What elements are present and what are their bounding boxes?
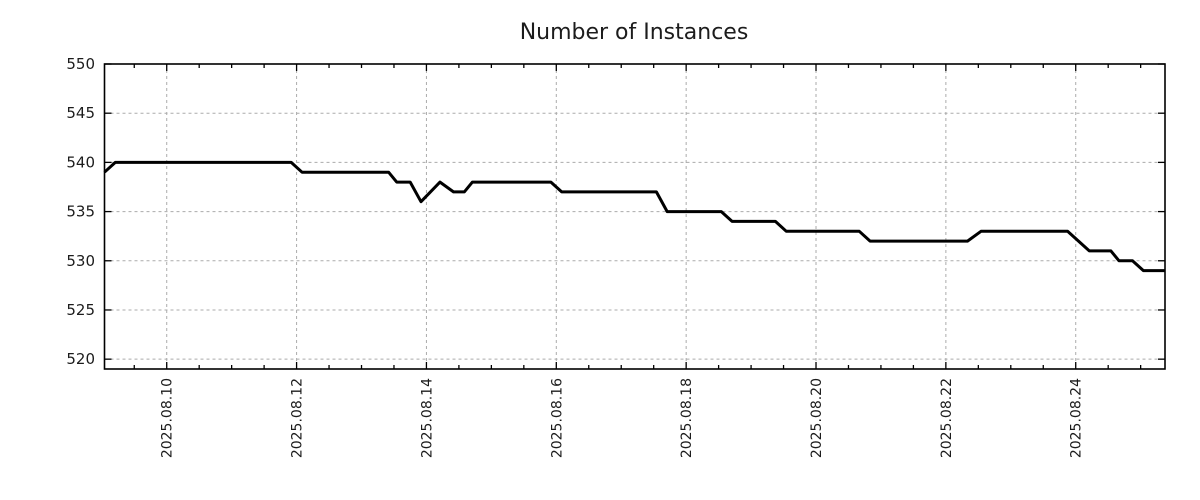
series-line-instances bbox=[103, 160, 1165, 273]
x-tick-label: 2025.08.22 bbox=[939, 378, 955, 458]
gridlines bbox=[104, 64, 1165, 369]
plot-border bbox=[103, 63, 1166, 370]
x-tick-label: 2025.08.12 bbox=[290, 378, 306, 458]
axis-labels: 520 525 530 535 540 545 550 2025.08.10 2025.08.1… bbox=[66, 55, 1084, 458]
chart-title: Number of Instances bbox=[520, 20, 749, 45]
x-tick-label: 2025.08.10 bbox=[160, 378, 176, 458]
axes bbox=[103, 63, 1166, 370]
data-series bbox=[103, 160, 1165, 273]
y-tick-label: 550 bbox=[66, 55, 95, 73]
x-tick-label: 2025.08.24 bbox=[1069, 378, 1085, 458]
x-tick-label: 2025.08.16 bbox=[549, 378, 565, 458]
y-tick-label: 545 bbox=[66, 104, 95, 122]
x-tick-label: 2025.08.18 bbox=[679, 378, 695, 458]
x-tick-label: 2025.08.20 bbox=[809, 378, 825, 458]
y-tick-label: 525 bbox=[66, 301, 95, 319]
y-tick-label: 535 bbox=[66, 203, 95, 221]
y-tick-label: 530 bbox=[66, 252, 95, 270]
y-tick-label: 520 bbox=[66, 350, 95, 368]
x-tick-label: 2025.08.14 bbox=[419, 378, 435, 458]
y-tick-label: 540 bbox=[66, 153, 95, 171]
